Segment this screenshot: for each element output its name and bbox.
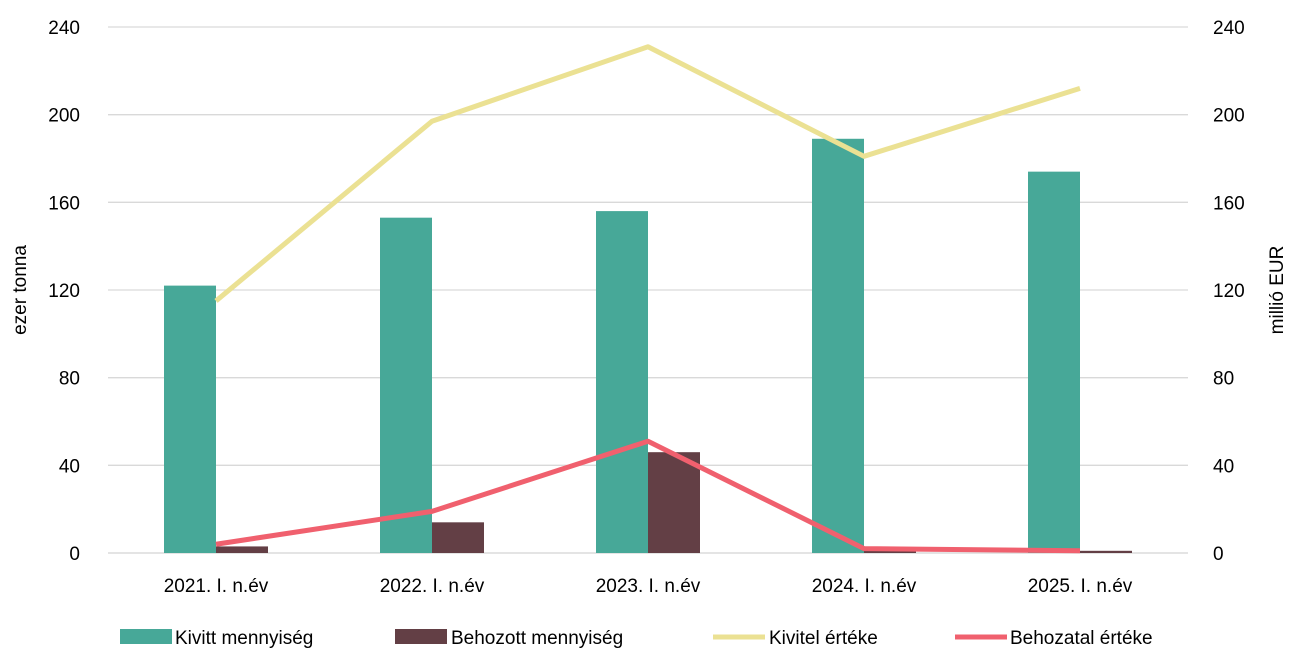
right-axis-title: millió EUR (1267, 246, 1288, 335)
bar-kivitt (164, 285, 216, 553)
left-tick-label: 80 (59, 369, 80, 390)
bar-kivitt (812, 138, 864, 553)
bar-behozott (864, 550, 916, 553)
bar-kivitt (1028, 171, 1080, 553)
right-tick-label: 80 (1213, 369, 1234, 390)
lines (214, 44, 1081, 554)
left-tick-label: 160 (48, 193, 80, 214)
right-tick-label: 240 (1213, 18, 1245, 39)
legend-label: Kivitt mennyiség (175, 628, 313, 649)
left-tick-label: 240 (48, 18, 80, 39)
right-tick-label: 200 (1213, 106, 1245, 127)
bars (164, 138, 1132, 554)
right-tick-label: 120 (1213, 281, 1245, 302)
x-tick-label: 2021. I. n.év (164, 576, 269, 597)
left-axis-ticks: 0 40 80 120 160 200 240 (48, 18, 80, 565)
bar-kivitt (380, 217, 432, 554)
right-axis-ticks: 0 40 80 120 160 200 240 (1213, 18, 1245, 565)
x-axis-ticks: 2021. I. n.év 2022. I. n.év 2023. I. n.év 2… (164, 576, 1133, 597)
legend-swatch (395, 629, 447, 644)
legend: Kivitt mennyiség Behozott mennyiség Kivite… (120, 628, 1153, 649)
legend-swatch (120, 629, 172, 644)
legend-label: Kivitel értéke (769, 628, 878, 649)
left-tick-label: 200 (48, 106, 80, 127)
x-tick-label: 2023. I. n.év (596, 576, 701, 597)
line-series-3 (215, 438, 1081, 554)
legend-label: Behozott mennyiség (451, 628, 623, 649)
bar-kivitt (596, 211, 648, 553)
bar-behozott (216, 546, 268, 553)
left-tick-label: 0 (69, 544, 80, 565)
left-axis-title: ezer tonna (10, 245, 31, 335)
left-tick-label: 120 (48, 281, 80, 302)
line-series-2 (214, 44, 1081, 303)
legend-label: Behozatal értéke (1010, 628, 1153, 649)
right-tick-label: 160 (1213, 193, 1245, 214)
bar-behozott (432, 522, 484, 553)
x-tick-label: 2024. I. n.év (812, 576, 917, 597)
right-tick-label: 0 (1213, 544, 1224, 565)
bar-behozott (648, 452, 700, 553)
x-tick-label: 2022. I. n.év (380, 576, 485, 597)
right-tick-label: 40 (1213, 456, 1234, 477)
bar-behozott (1080, 550, 1132, 553)
left-tick-label: 40 (59, 456, 80, 477)
x-tick-label: 2025. I. n.év (1028, 576, 1133, 597)
